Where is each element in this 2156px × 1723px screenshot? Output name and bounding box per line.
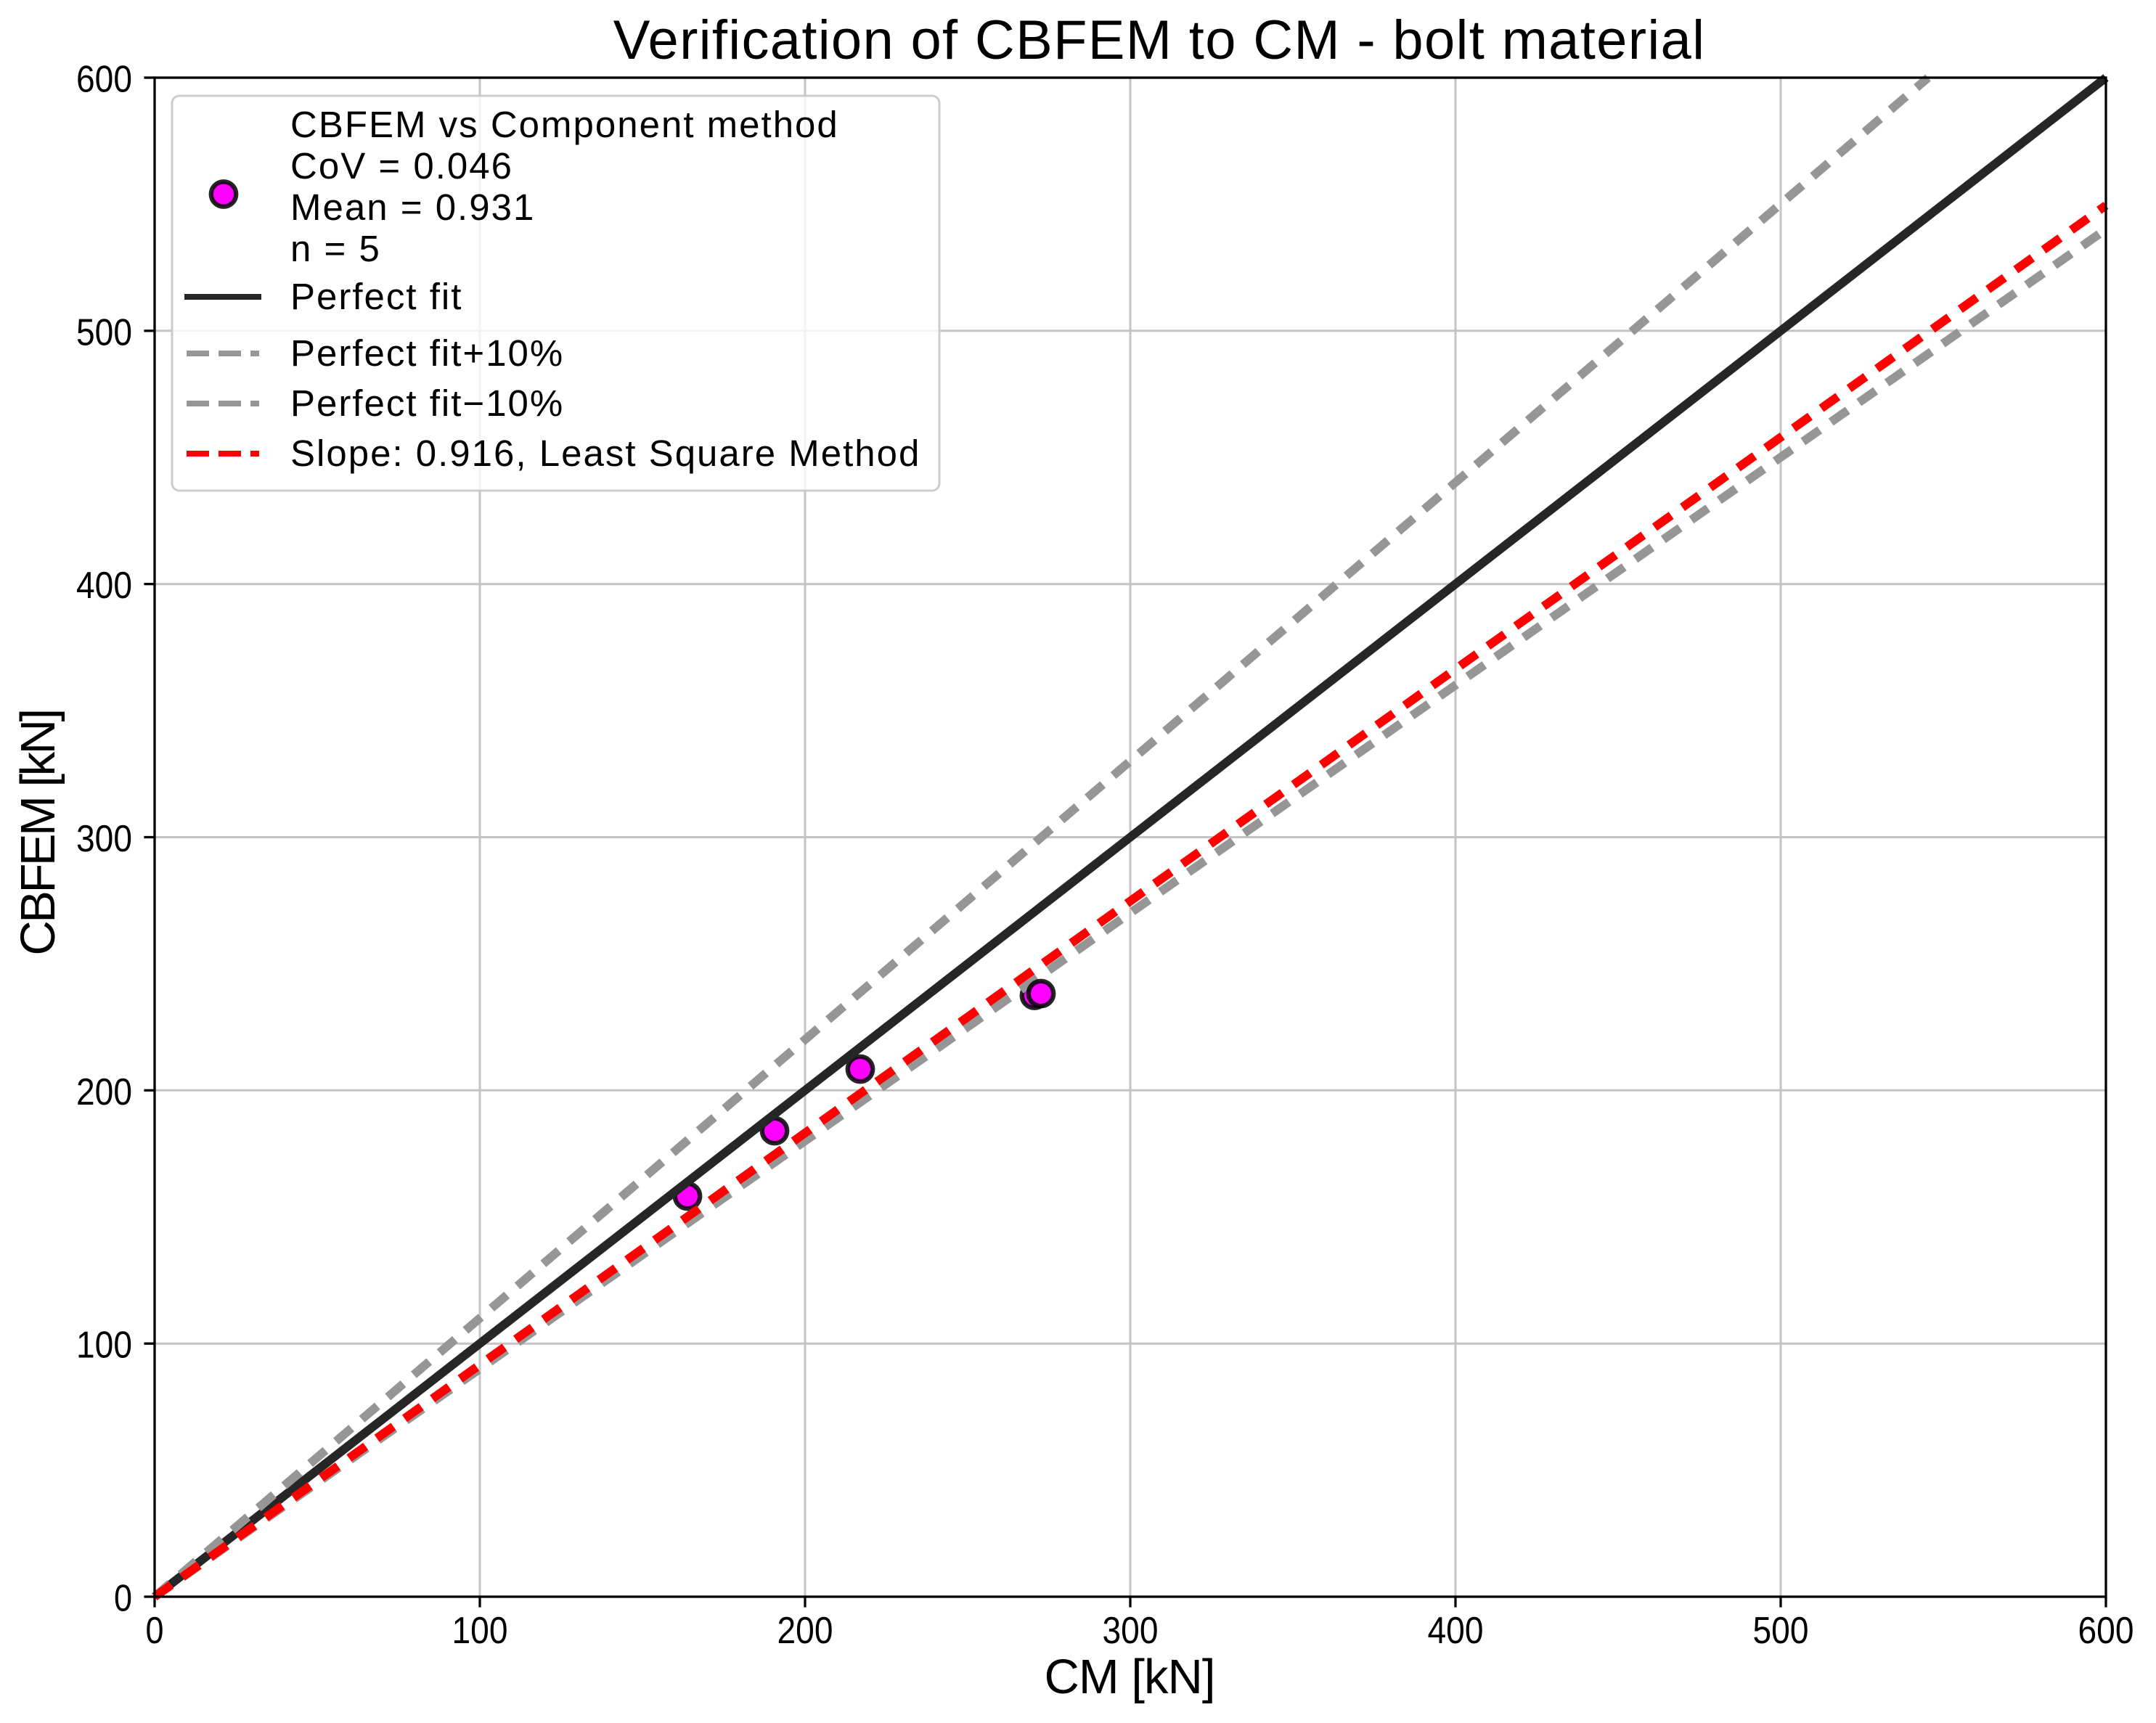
svg-text:0: 0 bbox=[146, 1610, 164, 1652]
svg-text:400: 400 bbox=[76, 565, 132, 607]
svg-text:600: 600 bbox=[76, 59, 132, 101]
svg-text:CoV = 0.046: CoV = 0.046 bbox=[290, 145, 513, 187]
svg-text:500: 500 bbox=[1753, 1610, 1809, 1652]
svg-text:600: 600 bbox=[2078, 1610, 2134, 1652]
svg-text:Mean = 0.931: Mean = 0.931 bbox=[290, 187, 535, 228]
svg-text:300: 300 bbox=[76, 818, 132, 860]
svg-text:Perfect fit: Perfect fit bbox=[290, 276, 462, 317]
svg-text:Verification of CBFEM to CM -: Verification of CBFEM to CM - bolt mater… bbox=[613, 9, 1706, 71]
svg-text:400: 400 bbox=[1428, 1610, 1484, 1652]
svg-text:CM [kN]: CM [kN] bbox=[1045, 1650, 1215, 1704]
svg-text:0: 0 bbox=[114, 1578, 132, 1620]
svg-text:100: 100 bbox=[452, 1610, 508, 1652]
svg-text:Slope: 0.916, Least Square Met: Slope: 0.916, Least Square Method bbox=[290, 433, 920, 474]
svg-text:Perfect fit+10%: Perfect fit+10% bbox=[290, 332, 564, 374]
svg-text:CBFEM [kN]: CBFEM [kN] bbox=[11, 711, 65, 955]
svg-text:CBFEM vs Component method: CBFEM vs Component method bbox=[290, 104, 839, 145]
svg-text:200: 200 bbox=[76, 1071, 132, 1113]
svg-text:100: 100 bbox=[76, 1325, 132, 1367]
svg-text:300: 300 bbox=[1103, 1610, 1159, 1652]
svg-text:n = 5: n = 5 bbox=[290, 228, 381, 269]
svg-text:500: 500 bbox=[76, 311, 132, 353]
svg-text:Perfect fit−10%: Perfect fit−10% bbox=[290, 382, 564, 424]
svg-text:200: 200 bbox=[777, 1610, 833, 1652]
